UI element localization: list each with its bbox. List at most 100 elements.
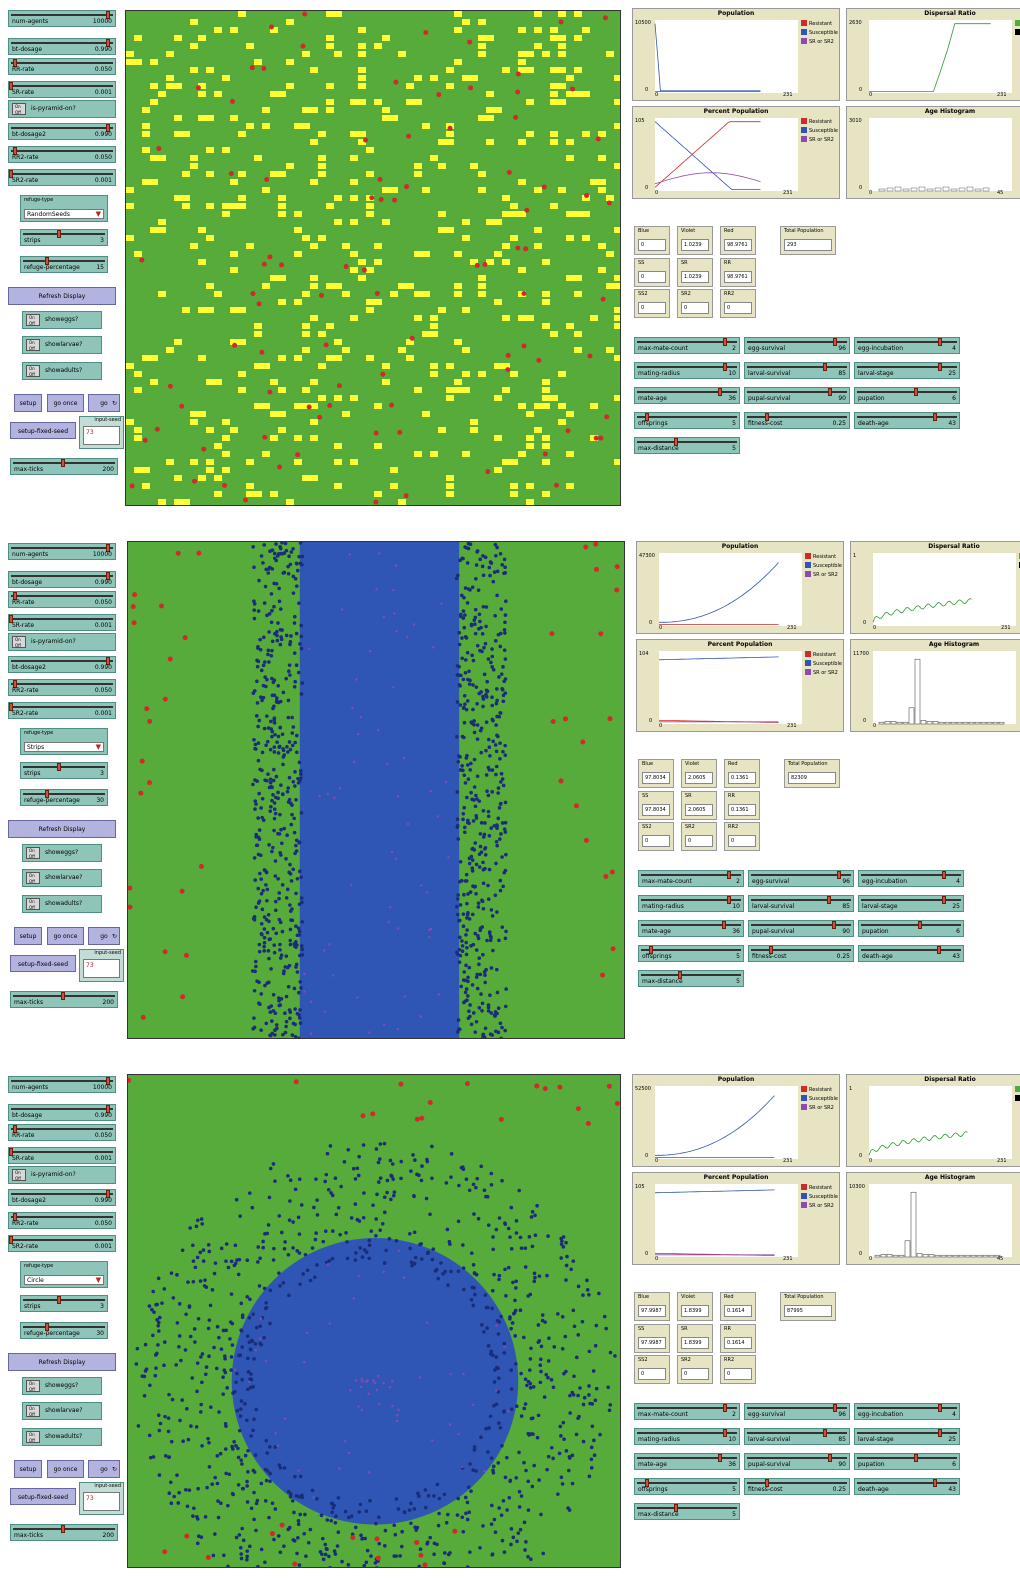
slider-track[interactable] — [637, 1432, 737, 1434]
slider-knob[interactable] — [938, 1429, 942, 1437]
refresh-display-button[interactable]: Refresh Display — [8, 287, 116, 305]
slider-knob[interactable] — [9, 82, 13, 90]
slider-knob[interactable] — [106, 124, 110, 132]
refuge-type-select[interactable]: Strips — [24, 742, 104, 752]
slider-track[interactable] — [11, 660, 113, 662]
slider-track[interactable] — [857, 1407, 957, 1409]
slider-knob[interactable] — [727, 871, 731, 879]
slider-knob[interactable] — [649, 946, 653, 954]
slider-knob[interactable] — [914, 388, 918, 396]
slider-knob[interactable] — [722, 921, 726, 929]
slider-track[interactable] — [637, 391, 737, 393]
slider-track[interactable] — [641, 924, 741, 926]
slider-track[interactable] — [861, 924, 961, 926]
slider-knob[interactable] — [9, 1148, 13, 1156]
refresh-display-button[interactable]: Refresh Display — [8, 820, 116, 838]
slider-track[interactable] — [11, 683, 113, 685]
slider-track[interactable] — [11, 1239, 113, 1241]
slider-track[interactable] — [11, 618, 113, 620]
rr-rate-slider[interactable]: RR-rate 0.050 — [8, 591, 116, 608]
fitness-cost-slider[interactable]: fitness-cost 0.25 — [748, 945, 854, 962]
slider-track[interactable] — [11, 173, 113, 175]
slider-track[interactable] — [637, 341, 737, 343]
larval-survival-slider[interactable]: larval-survival 85 — [748, 895, 854, 912]
max-mate-count-slider[interactable]: max-mate-count 2 — [634, 337, 740, 354]
mating-radius-slider[interactable]: mating-radius 10 — [638, 895, 744, 912]
slider-knob[interactable] — [938, 363, 942, 371]
slider-knob[interactable] — [106, 11, 110, 19]
slider-knob[interactable] — [718, 388, 722, 396]
slider-knob[interactable] — [914, 1454, 918, 1462]
slider-knob[interactable] — [823, 363, 827, 371]
showadults-switch[interactable]: On Off showadults? — [22, 895, 102, 913]
refuge-type-select[interactable]: Circle — [24, 1275, 104, 1285]
pupation-slider[interactable]: pupation 6 — [854, 387, 960, 404]
refuge-type-chooser[interactable]: refuge-type Strips ▼ — [20, 728, 108, 755]
go-button[interactable]: go ↻ — [88, 927, 120, 945]
slider-knob[interactable] — [106, 39, 110, 47]
max-mate-count-slider[interactable]: max-mate-count 2 — [638, 870, 744, 887]
slider-track[interactable] — [637, 441, 737, 443]
slider-knob[interactable] — [106, 1105, 110, 1113]
slider-knob[interactable] — [61, 459, 65, 467]
slider-knob[interactable] — [57, 763, 61, 771]
num-agents-slider[interactable]: num-agents 10000 — [8, 10, 116, 27]
slider-track[interactable] — [11, 1128, 113, 1130]
bt-dosage-slider[interactable]: bt-dosage 0.990 — [8, 1104, 116, 1121]
larval-stage-slider[interactable]: larval-stage 25 — [858, 895, 964, 912]
slider-track[interactable] — [861, 874, 961, 876]
slider-knob[interactable] — [106, 544, 110, 552]
larval-stage-slider[interactable]: larval-stage 25 — [854, 1428, 960, 1445]
slider-knob[interactable] — [106, 572, 110, 580]
sr2-rate-slider[interactable]: SR2-rate 0.001 — [8, 1235, 116, 1252]
slider-track[interactable] — [637, 366, 737, 368]
slider-track[interactable] — [747, 391, 847, 393]
input-seed-field[interactable]: input-seed 73 — [79, 416, 124, 449]
slider-knob[interactable] — [45, 1323, 49, 1331]
slider-knob[interactable] — [9, 170, 13, 178]
pupal-survival-slider[interactable]: pupal-survival 90 — [744, 1453, 850, 1470]
slider-track[interactable] — [23, 233, 105, 235]
slider-knob[interactable] — [678, 971, 682, 979]
death-age-slider[interactable]: death-age 43 — [854, 412, 960, 429]
bt-dosage-slider[interactable]: bt-dosage 0.990 — [8, 38, 116, 55]
slider-track[interactable] — [857, 366, 957, 368]
go-button[interactable]: go ↻ — [88, 394, 120, 412]
slider-knob[interactable] — [13, 59, 17, 67]
sr2-rate-slider[interactable]: SR2-rate 0.001 — [8, 169, 116, 186]
mate-age-slider[interactable]: mate-age 36 — [634, 387, 740, 404]
slider-track[interactable] — [11, 547, 113, 549]
slider-knob[interactable] — [727, 896, 731, 904]
slider-track[interactable] — [637, 1482, 737, 1484]
toggle-icon[interactable]: On Off — [26, 314, 40, 326]
toggle-icon[interactable]: On Off — [26, 365, 40, 377]
slider-knob[interactable] — [723, 338, 727, 346]
mating-radius-slider[interactable]: mating-radius 10 — [634, 1428, 740, 1445]
slider-track[interactable] — [641, 974, 741, 976]
pupation-slider[interactable]: pupation 6 — [854, 1453, 960, 1470]
showlarvae-switch[interactable]: On Off showlarvae? — [22, 336, 102, 354]
sr-rate-slider[interactable]: SR-rate 0.001 — [8, 1147, 116, 1164]
egg-incubation-slider[interactable]: egg-incubation 4 — [854, 337, 960, 354]
rr-rate-slider[interactable]: RR-rate 0.050 — [8, 58, 116, 75]
refuge-type-chooser[interactable]: refuge-type Circle ▼ — [20, 1261, 108, 1288]
sr2-rate-slider[interactable]: SR2-rate 0.001 — [8, 702, 116, 719]
slider-track[interactable] — [861, 899, 961, 901]
showlarvae-switch[interactable]: On Off showlarvae? — [22, 869, 102, 887]
slider-track[interactable] — [11, 42, 113, 44]
slider-track[interactable] — [641, 949, 741, 951]
slider-knob[interactable] — [938, 338, 942, 346]
bt-dosage2-slider[interactable]: bt-dosage2 0.990 — [8, 123, 116, 140]
input-seed-field[interactable]: input-seed 73 — [79, 1482, 124, 1515]
slider-knob[interactable] — [765, 1479, 769, 1487]
max-distance-slider[interactable]: max-distance 5 — [638, 970, 744, 987]
mate-age-slider[interactable]: mate-age 36 — [634, 1453, 740, 1470]
fitness-cost-slider[interactable]: fitness-cost 0.25 — [744, 1478, 850, 1495]
slider-track[interactable] — [747, 366, 847, 368]
bt-dosage-slider[interactable]: bt-dosage 0.990 — [8, 571, 116, 588]
egg-incubation-slider[interactable]: egg-incubation 4 — [854, 1403, 960, 1420]
slider-knob[interactable] — [106, 657, 110, 665]
slider-track[interactable] — [857, 416, 957, 418]
fitness-cost-slider[interactable]: fitness-cost 0.25 — [744, 412, 850, 429]
slider-track[interactable] — [637, 1457, 737, 1459]
